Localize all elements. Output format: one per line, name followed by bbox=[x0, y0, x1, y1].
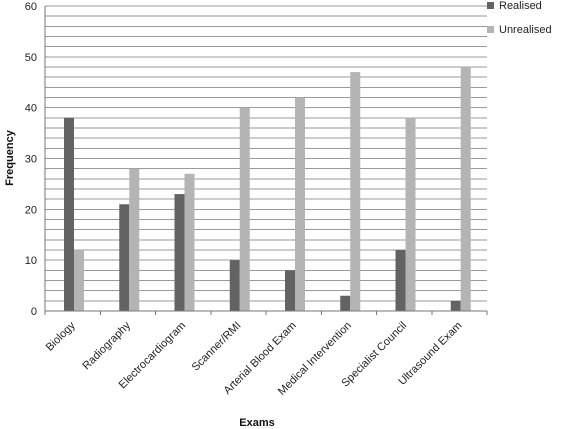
legend-swatch-unrealised bbox=[487, 25, 494, 33]
bar-unrealised-3 bbox=[184, 173, 195, 311]
x-tick-label: Radiography bbox=[80, 319, 133, 372]
y-tick-label: 20 bbox=[25, 204, 37, 216]
legend-label-realised: Realised bbox=[499, 0, 542, 13]
y-tick-label: 0 bbox=[31, 306, 37, 318]
legend-item-realised: Realised bbox=[487, 0, 542, 12]
x-tick-label: Scanner/RMI bbox=[190, 320, 244, 374]
bar-unrealised-2 bbox=[129, 168, 140, 311]
bar-unrealised-7 bbox=[405, 117, 416, 311]
axes bbox=[44, 6, 488, 315]
bar-realised-1 bbox=[64, 117, 74, 311]
bar-unrealised-8 bbox=[460, 67, 471, 311]
bar-unrealised-5 bbox=[295, 97, 305, 311]
y-tick-label: 50 bbox=[25, 52, 37, 64]
bar-realised-8 bbox=[450, 300, 461, 311]
y-axis-title: Frequency bbox=[4, 129, 16, 186]
bar-realised-4 bbox=[229, 260, 240, 311]
legend-swatch-realised bbox=[487, 1, 494, 9]
bar-unrealised-1 bbox=[74, 250, 84, 311]
bar-realised-7 bbox=[395, 250, 406, 311]
x-tick-label: Biology bbox=[44, 319, 78, 353]
bar-realised-6 bbox=[340, 295, 351, 311]
y-tick-label: 10 bbox=[25, 255, 37, 267]
bar-unrealised-6 bbox=[350, 72, 361, 311]
bars bbox=[64, 67, 471, 312]
legend-label-unrealised: Unrealised bbox=[499, 24, 552, 37]
legend-item-unrealised: Unrealised bbox=[487, 24, 552, 36]
gridlines bbox=[45, 5, 487, 312]
y-tick-label: 30 bbox=[25, 154, 37, 166]
y-tick-labels: 0 10 20 30 40 50 60 bbox=[25, 1, 37, 318]
bar-realised-2 bbox=[119, 204, 130, 311]
bar-realised-3 bbox=[174, 194, 185, 311]
bar-realised-5 bbox=[285, 270, 295, 311]
bar-unrealised-4 bbox=[239, 107, 250, 312]
x-axis-title: Exams bbox=[239, 417, 274, 429]
y-tick-label: 60 bbox=[25, 1, 37, 13]
y-tick-label: 40 bbox=[25, 103, 37, 115]
